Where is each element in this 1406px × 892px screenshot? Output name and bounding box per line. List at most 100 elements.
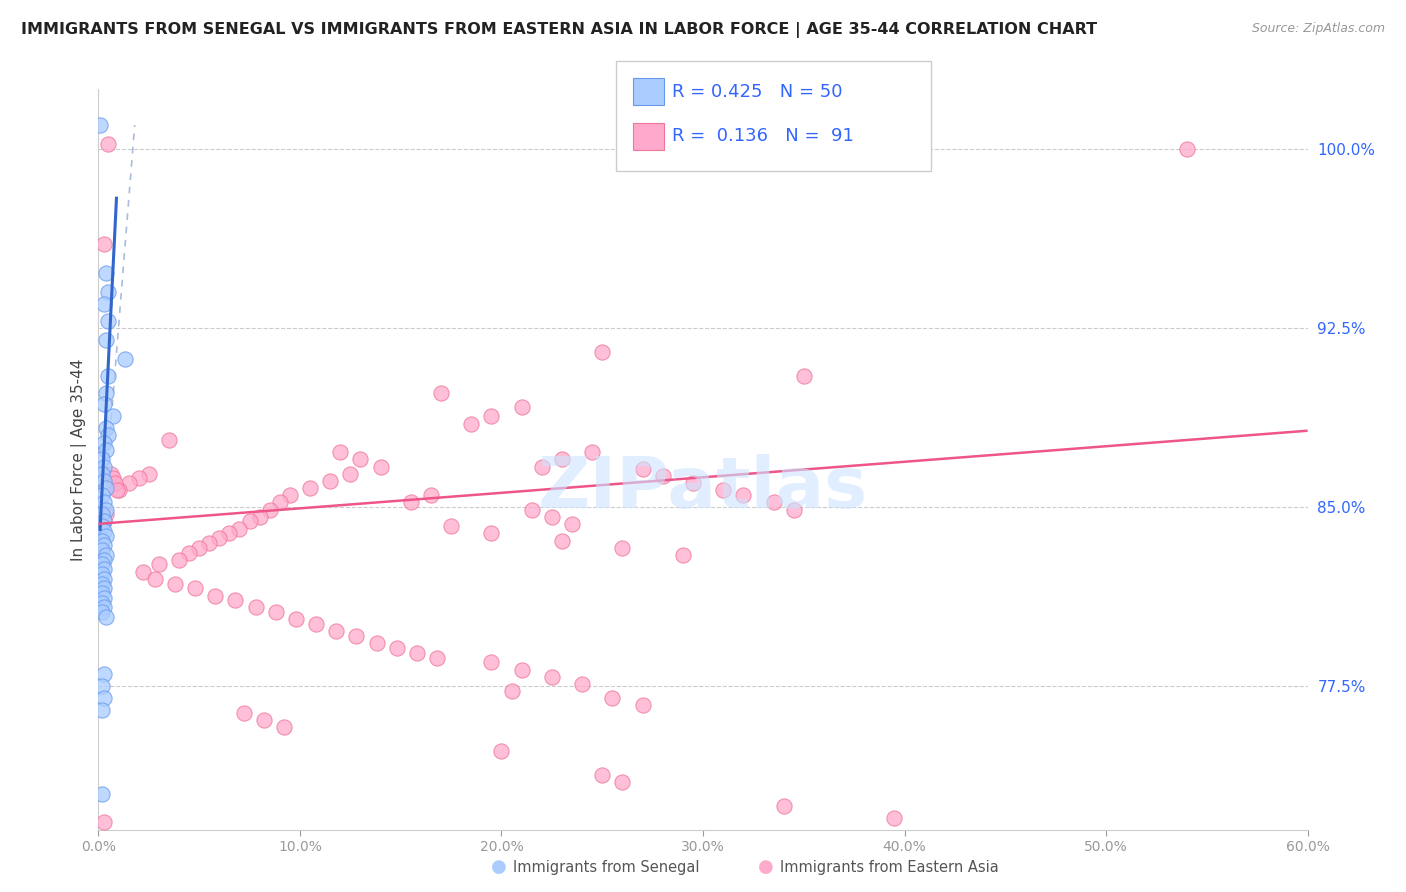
- Point: [91, 558, 114, 572]
- Point: [107, 483, 129, 498]
- Point: [273, 720, 295, 734]
- Point: [93, 515, 115, 529]
- Point: [591, 345, 613, 359]
- Point: [157, 434, 180, 448]
- Point: [91, 605, 114, 619]
- Point: [96, 442, 118, 457]
- Point: [93, 435, 115, 450]
- Point: [101, 471, 124, 485]
- Point: [97, 368, 120, 383]
- Point: [91, 567, 114, 582]
- Point: [91, 508, 114, 522]
- Point: [96, 481, 118, 495]
- Point: [259, 502, 281, 516]
- Point: [91, 703, 114, 717]
- Point: [253, 713, 276, 727]
- Point: [224, 593, 246, 607]
- Point: [269, 495, 291, 509]
- Point: [93, 600, 115, 615]
- Point: [93, 538, 115, 552]
- Point: [91, 576, 114, 591]
- Point: [405, 646, 427, 660]
- Point: [143, 572, 166, 586]
- Point: [89, 118, 111, 132]
- Point: [325, 624, 347, 639]
- Point: [184, 582, 207, 596]
- Point: [93, 591, 115, 605]
- Point: [319, 474, 342, 488]
- Point: [93, 459, 115, 474]
- Point: [602, 691, 624, 706]
- Point: [167, 552, 190, 566]
- Point: [772, 798, 794, 813]
- Point: [571, 677, 593, 691]
- Point: [93, 474, 115, 488]
- Point: [540, 509, 562, 524]
- Point: [305, 617, 328, 632]
- Text: R = 0.425   N = 50: R = 0.425 N = 50: [672, 83, 842, 101]
- Point: [349, 452, 371, 467]
- Point: [96, 385, 118, 400]
- Point: [631, 698, 654, 713]
- Point: [581, 445, 603, 459]
- Point: [93, 524, 115, 538]
- Point: [682, 476, 704, 491]
- Point: [208, 531, 231, 545]
- Point: [93, 495, 115, 509]
- Point: [93, 297, 115, 311]
- Point: [651, 469, 673, 483]
- Point: [460, 417, 482, 431]
- Point: [1175, 142, 1198, 156]
- Point: [733, 488, 755, 502]
- Point: [91, 519, 114, 533]
- Point: [612, 774, 634, 789]
- Point: [481, 409, 503, 424]
- Point: [114, 352, 136, 367]
- Point: [591, 767, 613, 781]
- Point: [481, 656, 503, 670]
- Point: [91, 787, 114, 801]
- Point: [188, 541, 211, 555]
- Point: [762, 495, 785, 509]
- Point: [91, 452, 114, 467]
- Point: [530, 459, 553, 474]
- Text: Source: ZipAtlas.com: Source: ZipAtlas.com: [1251, 22, 1385, 36]
- Point: [520, 502, 543, 516]
- Point: [853, 137, 876, 152]
- Point: [96, 333, 118, 347]
- Point: [440, 519, 463, 533]
- Point: [91, 533, 114, 548]
- Point: [93, 237, 115, 252]
- Point: [96, 548, 118, 562]
- Point: [551, 452, 574, 467]
- Point: [264, 605, 287, 619]
- Point: [91, 596, 114, 610]
- Point: [97, 137, 120, 152]
- Point: [118, 476, 141, 491]
- Point: [96, 502, 118, 516]
- Point: [97, 428, 120, 442]
- Point: [96, 610, 118, 624]
- Point: [91, 586, 114, 600]
- Point: [91, 543, 114, 558]
- Point: [138, 467, 160, 481]
- Point: [278, 488, 301, 502]
- Point: [420, 488, 443, 502]
- Point: [91, 679, 114, 693]
- Point: [100, 467, 122, 481]
- Point: [284, 612, 307, 626]
- Point: [163, 576, 186, 591]
- Point: [481, 526, 503, 541]
- Point: [93, 552, 115, 566]
- Point: [501, 684, 523, 698]
- Point: [793, 368, 815, 383]
- Text: R =  0.136   N =  91: R = 0.136 N = 91: [672, 128, 853, 145]
- Point: [370, 459, 392, 474]
- Point: [93, 815, 115, 830]
- Y-axis label: In Labor Force | Age 35-44: In Labor Force | Age 35-44: [72, 359, 87, 560]
- Point: [96, 508, 118, 522]
- Point: [204, 589, 226, 603]
- Point: [103, 476, 125, 491]
- Point: [93, 667, 115, 681]
- Point: [631, 462, 654, 476]
